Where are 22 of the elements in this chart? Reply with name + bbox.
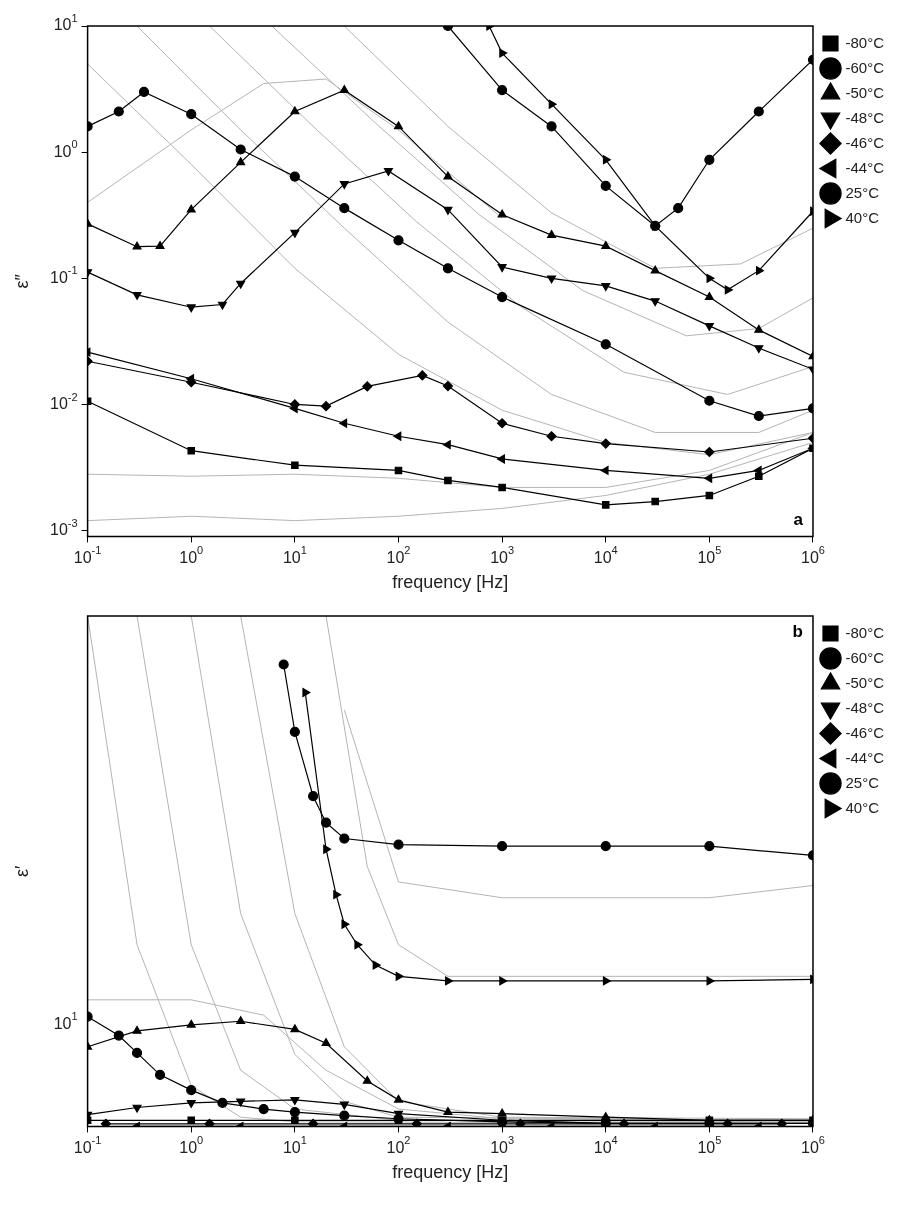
annotation: a (793, 509, 804, 529)
legend-label: -80°C (845, 33, 885, 51)
legend-label: -60°C (845, 648, 885, 666)
legend-label: -50°C (845, 673, 885, 691)
legend-label: 40°C (845, 798, 880, 816)
legend-label: -48°C (845, 698, 885, 716)
annotation: b (792, 622, 803, 642)
x-axis-title: frequency [Hz] (392, 1162, 509, 1183)
legend-label: -50°C (845, 83, 885, 101)
legend-label: -46°C (845, 133, 885, 151)
legend-label: -44°C (845, 158, 885, 176)
x-axis-title: frequency [Hz] (392, 572, 509, 593)
legend-label: 25°C (845, 773, 880, 791)
legend-label: -80°C (845, 623, 885, 641)
legend-label: 40°C (845, 208, 880, 226)
y-axis-title: ε″ (11, 273, 32, 289)
legend-label: 25°C (845, 183, 880, 201)
legend-label: -44°C (845, 748, 885, 766)
legend-label: -46°C (845, 723, 885, 741)
legend-label: -60°C (845, 58, 885, 76)
legend-label: -48°C (845, 108, 885, 126)
y-axis-title: ε′ (11, 864, 32, 877)
